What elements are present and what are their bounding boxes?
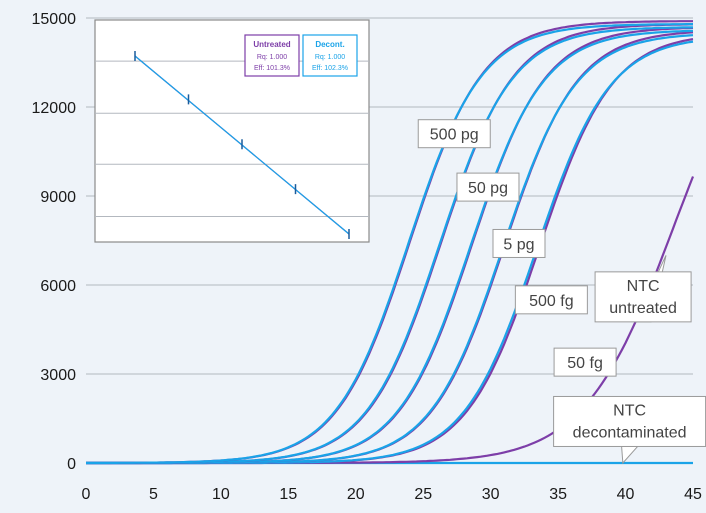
- inset-legend-box: Decont. Rq: 1.000 Eff: 102.3%: [302, 34, 358, 77]
- y-tick-label: 6000: [40, 278, 76, 295]
- y-tick-label: 12000: [32, 100, 77, 117]
- legend-rq: Rq: 1.000: [257, 54, 287, 61]
- legend-rq: Rq: 1.000: [315, 54, 345, 61]
- x-tick-label: 5: [149, 486, 158, 503]
- curve-label: 50 fg: [553, 347, 617, 377]
- label-box: [492, 228, 546, 258]
- curve-label: NTC untreated: [594, 255, 692, 323]
- label-text: NTC: [627, 278, 660, 295]
- curve-label: 500 fg: [514, 285, 588, 315]
- x-tick-label: 35: [549, 486, 567, 503]
- label-text: NTC: [613, 402, 646, 419]
- label-text: 5 pg: [503, 236, 534, 253]
- x-tick-label: 0: [82, 486, 91, 503]
- y-tick-label: 0: [67, 456, 76, 473]
- curve-label: 5 pg: [492, 228, 546, 258]
- series-line: [86, 23, 693, 464]
- legend-eff: Eff: 101.3%: [254, 65, 290, 72]
- x-tick-label: 15: [279, 486, 297, 503]
- legend-frame: [302, 34, 358, 77]
- curve-label: NTC decontaminated: [553, 395, 706, 465]
- label-box: [456, 172, 520, 202]
- x-tick-label: 40: [617, 486, 635, 503]
- label-pointer: [621, 445, 639, 465]
- label-text: untreated: [609, 300, 677, 317]
- curve-label: 50 pg: [456, 172, 520, 202]
- label-text: 50 fg: [567, 355, 603, 372]
- inset-legend-box: Untreated Rq: 1.000 Eff: 101.3%: [244, 34, 300, 77]
- legend-title: Decont.: [315, 40, 344, 49]
- x-tick-label: 20: [347, 486, 365, 503]
- y-tick-label: 3000: [40, 367, 76, 384]
- legend-frame: [244, 34, 300, 77]
- legend-title: Untreated: [253, 40, 290, 49]
- y-tick-label: 9000: [40, 189, 76, 206]
- x-tick-label: 25: [414, 486, 432, 503]
- label-text: 500 fg: [529, 293, 573, 310]
- curve-label: 500 pg: [417, 119, 491, 149]
- label-box: [514, 285, 588, 315]
- x-tick-label: 45: [684, 486, 702, 503]
- label-box: [594, 271, 692, 323]
- label-box: [417, 119, 491, 149]
- y-tick-label: 15000: [32, 11, 77, 28]
- label-box: [553, 395, 706, 447]
- label-box: [553, 347, 617, 377]
- legend-eff: Eff: 102.3%: [312, 65, 348, 72]
- label-text: decontaminated: [573, 424, 687, 441]
- x-tick-label: 10: [212, 486, 230, 503]
- x-tick-label: 30: [482, 486, 500, 503]
- label-text: 50 pg: [468, 180, 508, 197]
- label-text: 500 pg: [430, 127, 479, 144]
